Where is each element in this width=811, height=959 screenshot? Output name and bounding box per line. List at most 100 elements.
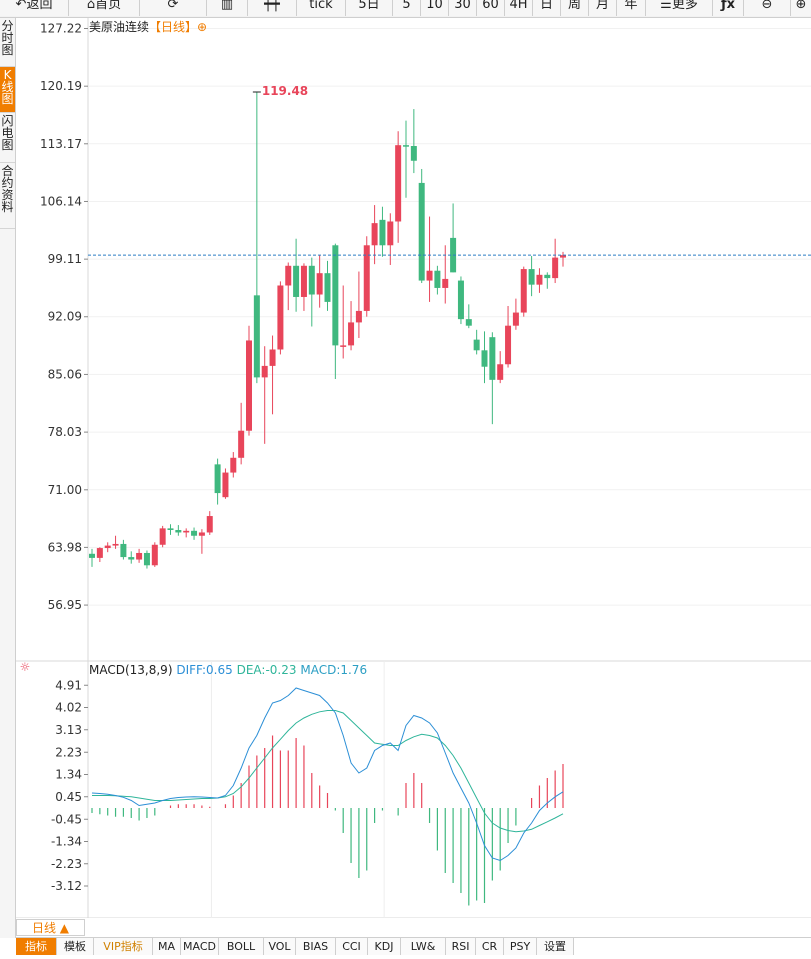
price-overlay: 119.48 xyxy=(88,84,811,256)
macd-settings-icon: ☼ xyxy=(20,660,31,674)
period-5min[interactable]: 5 xyxy=(393,0,421,16)
macd-tick-label: -0.45 xyxy=(51,812,82,826)
candle-body xyxy=(465,319,472,326)
candle-body xyxy=(293,265,300,297)
period-60min[interactable]: 60 xyxy=(477,0,505,16)
instrument-name: 美原油连续 xyxy=(89,20,150,34)
bar-chart-button[interactable]: ▥ xyxy=(207,0,248,16)
tab-lw[interactable]: LW& xyxy=(401,938,446,955)
formula-button[interactable]: ƒx xyxy=(713,0,744,16)
candle-style-icon: ┿┿ xyxy=(264,0,280,12)
candle-body xyxy=(300,265,307,297)
period-day[interactable]: 日 xyxy=(533,0,561,16)
zoom-out-button[interactable]: ⊖ xyxy=(744,0,791,16)
candle-body xyxy=(332,245,339,346)
candle-body xyxy=(410,146,417,161)
candle-body xyxy=(246,340,252,431)
left-view-tabs: 分时图 K线图 闪电图 合约资料 xyxy=(0,18,16,938)
macd-tick-label: -1.34 xyxy=(51,835,82,849)
bar-chart-icon: ▥ xyxy=(220,0,234,12)
candle-body xyxy=(261,365,268,378)
zoom-in-icon: ⊕ xyxy=(795,0,807,12)
candle-body xyxy=(348,322,355,346)
top-toolbar: ↶返回 ⌂首页 ⟳ ▥ ┿┿ tick 5日 5 10 30 60 4H 日 周… xyxy=(0,0,811,18)
macd-params[interactable]: MACD(13,8,9) xyxy=(89,663,173,677)
macd-macd-value: MACD:1.76 xyxy=(300,663,368,677)
more-label: 更多 xyxy=(671,0,698,12)
price-tick-label: 63.98 xyxy=(48,540,82,554)
tab-cci[interactable]: CCI xyxy=(336,938,368,955)
macd-tick-label: 0.45 xyxy=(55,790,82,804)
candle-body xyxy=(183,530,190,533)
period-4h[interactable]: 4H xyxy=(505,0,533,16)
tab-timeshare[interactable]: 分时图 xyxy=(0,18,15,67)
candle-body xyxy=(497,364,504,380)
candle-body xyxy=(528,269,535,285)
tab-macd[interactable]: MACD xyxy=(181,938,219,955)
candle-body xyxy=(89,553,95,558)
tab-contract-info[interactable]: 合约资料 xyxy=(0,163,15,229)
home-icon: ⌂ xyxy=(86,0,96,12)
candle-body xyxy=(230,457,237,473)
tab-boll[interactable]: BOLL xyxy=(219,938,264,955)
tick-button[interactable]: tick xyxy=(297,0,346,16)
price-tick-label: 71.00 xyxy=(48,483,82,497)
candle-body xyxy=(112,543,119,546)
tab-psy[interactable]: PSY xyxy=(504,938,537,955)
candle-body xyxy=(442,278,449,288)
chart-area: 127.22 120.19 113.17 106.14 99.11 92.09 85.06 7… xyxy=(16,18,811,932)
candle-body xyxy=(285,265,292,286)
tab-settings[interactable]: 设置 xyxy=(537,938,574,955)
period-selector[interactable]: 日线 ▲ xyxy=(16,919,85,936)
tab-vip-indicator[interactable]: VIP指标 xyxy=(94,938,153,955)
home-button[interactable]: ⌂首页 xyxy=(69,0,140,16)
tab-kline[interactable]: K线图 xyxy=(0,67,15,113)
macd-legend: MACD(13,8,9) DIFF:0.65 DEA:-0.23 MACD:1.… xyxy=(89,663,367,677)
candle-body xyxy=(552,257,559,279)
macd-tick-label: -3.12 xyxy=(51,879,82,893)
macd-tick-label: 1.34 xyxy=(55,768,82,782)
candle-body xyxy=(512,312,519,326)
tab-flash-chart[interactable]: 闪电图 xyxy=(0,113,15,163)
period-30min[interactable]: 30 xyxy=(449,0,477,16)
period-month[interactable]: 月 xyxy=(589,0,617,16)
macd-tick-label: -2.23 xyxy=(51,857,82,871)
candlestick-series xyxy=(89,92,566,569)
candle-body xyxy=(104,545,111,549)
home-label: 首页 xyxy=(95,0,122,12)
candle-body xyxy=(269,349,276,366)
tab-indicator[interactable]: 指标 xyxy=(16,938,57,955)
candle-body xyxy=(167,528,174,530)
candle-body xyxy=(403,145,409,147)
candle-body xyxy=(371,223,378,246)
tab-bias[interactable]: BIAS xyxy=(296,938,336,955)
tab-cr[interactable]: CR xyxy=(476,938,504,955)
tab-vol[interactable]: VOL xyxy=(264,938,296,955)
price-tick-label: 127.22 xyxy=(40,22,82,36)
add-instrument-icon[interactable]: ⊕ xyxy=(197,20,208,34)
macd-tick-label: 3.13 xyxy=(55,723,82,737)
period-10min[interactable]: 10 xyxy=(421,0,449,16)
candle-body xyxy=(316,273,323,295)
period-week[interactable]: 周 xyxy=(561,0,589,16)
tab-ma[interactable]: MA xyxy=(153,938,181,955)
tab-rsi[interactable]: RSI xyxy=(446,938,476,955)
candle-style-button[interactable]: ┿┿ xyxy=(248,0,297,16)
more-button[interactable]: ☰更多 xyxy=(646,0,713,16)
candle-body xyxy=(128,557,135,560)
back-arrow-icon: ↶ xyxy=(15,0,27,12)
back-button[interactable]: ↶返回 xyxy=(0,0,69,16)
back-label: 返回 xyxy=(26,0,53,12)
refresh-button[interactable]: ⟳ xyxy=(140,0,207,16)
macd-axis: 4.91 4.02 3.13 2.23 1.34 0.45 -0.45 -1.34 -2.23 -… xyxy=(20,660,88,893)
period-5day[interactable]: 5日 xyxy=(346,0,393,16)
candle-body xyxy=(505,325,512,365)
tab-template[interactable]: 模板 xyxy=(57,938,94,955)
candle-body xyxy=(120,543,127,558)
chart-canvas[interactable]: 127.22 120.19 113.17 106.14 99.11 92.09 85.06 7… xyxy=(16,18,811,932)
zoom-in-button[interactable]: ⊕ xyxy=(791,0,811,16)
candle-body xyxy=(363,245,370,311)
zoom-out-icon: ⊖ xyxy=(761,0,773,12)
period-year[interactable]: 年 xyxy=(617,0,646,16)
tab-kdj[interactable]: KDJ xyxy=(368,938,401,955)
